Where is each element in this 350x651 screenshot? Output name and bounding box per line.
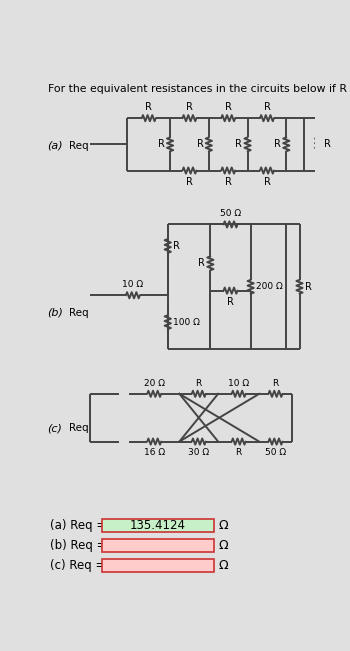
Text: R: R <box>186 102 193 112</box>
Text: R: R <box>196 379 202 387</box>
Text: 30 Ω: 30 Ω <box>188 448 209 457</box>
Text: R: R <box>305 282 312 292</box>
Text: R: R <box>225 102 232 112</box>
Text: R: R <box>198 258 205 268</box>
Text: 20 Ω: 20 Ω <box>144 379 165 387</box>
Text: (b) Req =: (b) Req = <box>50 539 106 552</box>
Text: R: R <box>225 176 232 187</box>
Text: R: R <box>145 102 152 112</box>
Text: Ω: Ω <box>218 559 228 572</box>
Text: Ω: Ω <box>218 519 228 532</box>
Text: (a): (a) <box>48 141 63 151</box>
Bar <box>102 538 214 553</box>
Text: (a) Req =: (a) Req = <box>50 519 106 532</box>
Bar <box>102 519 214 533</box>
Text: R: R <box>264 102 271 112</box>
Text: 200 Ω: 200 Ω <box>256 283 283 291</box>
Text: 10 Ω: 10 Ω <box>228 379 249 387</box>
Text: For the equivalent resistances in the circuits below if R = 185 Ω: For the equivalent resistances in the ci… <box>48 84 350 94</box>
Text: R: R <box>173 241 180 251</box>
Text: R: R <box>235 139 242 149</box>
Text: Req: Req <box>69 308 88 318</box>
Text: R: R <box>236 448 242 457</box>
Text: R: R <box>272 379 279 387</box>
Text: (b): (b) <box>48 308 63 318</box>
Text: 10 Ω: 10 Ω <box>122 280 144 289</box>
Text: 16 Ω: 16 Ω <box>144 448 165 457</box>
Text: R: R <box>227 297 234 307</box>
Text: (c): (c) <box>48 423 63 434</box>
Text: R: R <box>264 176 271 187</box>
Text: Ω: Ω <box>218 539 228 552</box>
Text: 100 Ω: 100 Ω <box>173 318 200 327</box>
Text: R: R <box>197 139 203 149</box>
Text: 135.4124: 135.4124 <box>130 519 186 532</box>
Text: Req: Req <box>69 141 88 151</box>
Text: Req: Req <box>69 423 88 434</box>
Text: R: R <box>158 139 164 149</box>
Text: (c) Req =: (c) Req = <box>50 559 105 572</box>
Text: R: R <box>274 139 281 149</box>
Bar <box>102 559 214 572</box>
Text: 50 Ω: 50 Ω <box>220 209 241 218</box>
Text: 50 Ω: 50 Ω <box>265 448 286 457</box>
Text: R: R <box>323 139 330 149</box>
Text: R: R <box>186 176 193 187</box>
